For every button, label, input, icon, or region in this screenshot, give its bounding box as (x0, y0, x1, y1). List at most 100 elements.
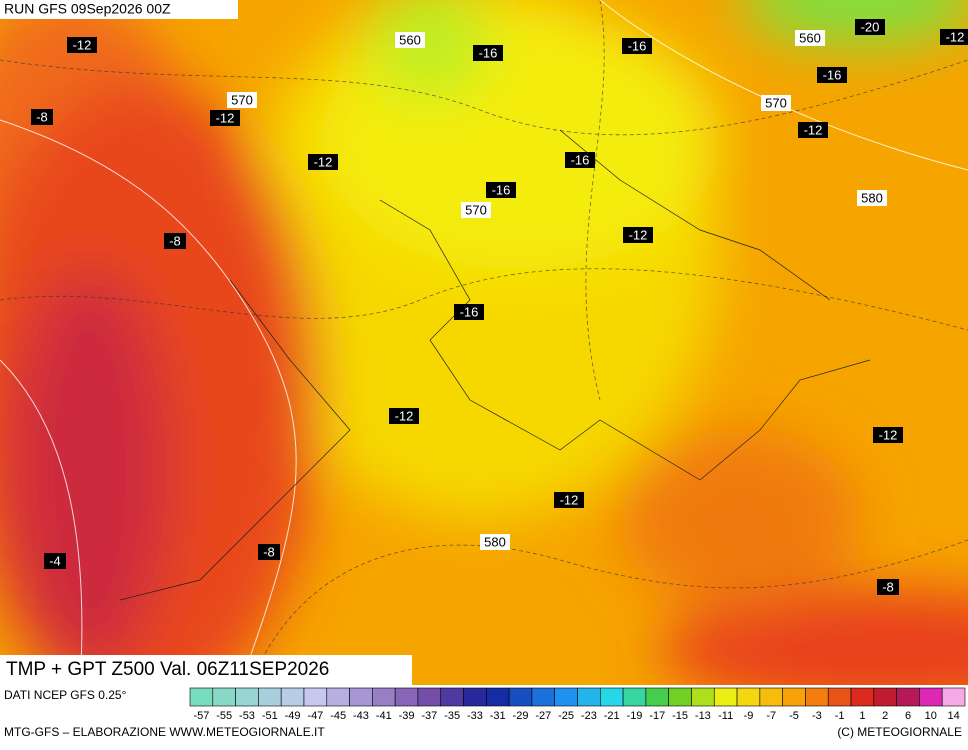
colorbar-tick-label: -25 (558, 710, 574, 722)
color-swatch (372, 687, 396, 707)
height-label: 570 (465, 202, 487, 217)
label-box (855, 19, 885, 35)
label-box (798, 122, 828, 138)
label-box (67, 37, 97, 53)
label-box (623, 227, 653, 243)
label-box (873, 427, 903, 443)
temperature-label: -16 (571, 152, 590, 167)
temperature-label: -4 (49, 553, 61, 568)
color-swatch (759, 687, 783, 707)
color-swatch (941, 687, 966, 707)
color-swatch (235, 687, 259, 707)
temperature-label: -12 (560, 492, 579, 507)
color-swatch (326, 687, 350, 707)
color-swatch (599, 687, 624, 707)
label-box (480, 534, 510, 550)
color-swatch (691, 687, 715, 707)
color-swatch (782, 687, 806, 707)
colorbar-tick-label: 10 (925, 710, 937, 722)
color-swatch (258, 687, 282, 707)
color-swatch (303, 687, 328, 707)
color-swatch (508, 687, 533, 707)
label-box (795, 30, 825, 46)
label-box (622, 38, 652, 54)
color-swatch (486, 687, 510, 707)
color-swatch (805, 687, 829, 707)
color-swatch (280, 687, 305, 707)
color-swatch (554, 687, 578, 707)
colorbar-tick-label: -23 (581, 710, 597, 722)
map-title: TMP + GPT Z500 Val. 06Z11SEP2026 (6, 659, 329, 680)
label-box (486, 182, 516, 198)
label-box (565, 152, 595, 168)
label-box (761, 95, 791, 111)
color-swatch (668, 687, 692, 707)
temperature-label: -16 (460, 304, 479, 319)
color-swatch (212, 687, 236, 707)
colorbar-tick-label: -41 (376, 710, 392, 722)
colorbar-tick-label: -55 (216, 710, 232, 722)
colorbar-tick-label: -7 (766, 710, 776, 722)
height-label: 570 (231, 92, 253, 107)
colorbar-tick-label: -1 (835, 710, 845, 722)
label-box (554, 492, 584, 508)
color-swatch (349, 687, 373, 707)
colorbar-tick-label: -53 (239, 710, 255, 722)
temperature-label: -12 (629, 227, 648, 242)
run-label: RUN GFS 09Sep2026 00Z (4, 1, 171, 17)
temperature-label: -8 (882, 579, 894, 594)
color-swatch (850, 687, 875, 707)
label-box (389, 408, 419, 424)
color-swatch (827, 687, 852, 707)
colorbar-tick-label: -21 (604, 710, 620, 722)
label-box (454, 304, 484, 320)
label-box (227, 92, 257, 108)
label-box (44, 553, 66, 569)
label-box (164, 233, 186, 249)
label-box (461, 202, 491, 218)
color-swatch (645, 687, 669, 707)
credit-label: MTG-GFS – ELABORAZIONE WWW.METEOGIORNALE… (4, 725, 325, 739)
label-box (210, 110, 240, 126)
height-label: 560 (799, 30, 821, 45)
colorbar-tick-label: -11 (718, 710, 733, 722)
colorbar-tick-label: 6 (905, 710, 911, 722)
color-swatch (440, 687, 464, 707)
temperature-label: -12 (73, 37, 92, 52)
colorbar-tick-label: -5 (789, 710, 799, 722)
colorbar-tick-label: -35 (444, 710, 460, 722)
colorbar-tick-label: -49 (285, 710, 301, 722)
colorbar-tick-label: 14 (947, 710, 959, 722)
height-label: 570 (765, 95, 787, 110)
colorbar-tick-label: -15 (672, 710, 688, 722)
temperature-label: -8 (36, 109, 48, 124)
label-box (877, 579, 899, 595)
colorbar-tick-label: -51 (262, 710, 278, 722)
label-box (817, 67, 847, 83)
color-swatch (896, 687, 920, 707)
color-swatch (577, 687, 601, 707)
colorbar: -57 -55 -53 -51 -49 -47 -45 -43 -41 -39 -37 -35 -33-… (189, 687, 966, 722)
temperature-label: -12 (216, 110, 235, 125)
colorbar-tick-label: -9 (744, 710, 754, 722)
colorbar-tick-label: -37 (421, 710, 437, 722)
temperature-label: -12 (879, 427, 898, 442)
temperature-label: -16 (492, 182, 511, 197)
temperature-label: -12 (395, 408, 414, 423)
temperature-label: -16 (823, 67, 842, 82)
colorbar-tick-label: -31 (490, 710, 506, 722)
label-box (857, 190, 887, 206)
colorbar-tick-label: -19 (627, 710, 643, 722)
label-box (940, 29, 968, 45)
colorbar-tick-label: -27 (535, 710, 551, 722)
color-swatch (531, 687, 556, 707)
label-box (308, 154, 338, 170)
color-swatch (622, 687, 647, 707)
colorbar-tick-label: -17 (649, 710, 665, 722)
colorbar-tick-label: -13 (695, 710, 711, 722)
label-box (31, 109, 53, 125)
colorbar-tick-label: -29 (513, 710, 529, 722)
temperature-label: -8 (169, 233, 181, 248)
colorbar-tick-label: -33 (467, 710, 483, 722)
